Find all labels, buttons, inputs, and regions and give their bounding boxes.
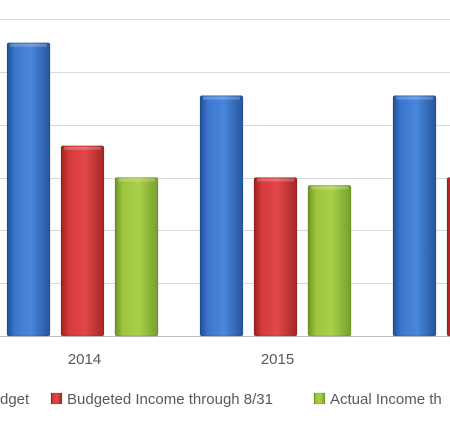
x-tick-label-0: 2014 <box>68 351 101 368</box>
legend-swatch-1 <box>50 392 63 405</box>
x-axis-tick-labels: 2014 2015 <box>68 351 294 368</box>
legend: dget Budgeted Income through 8/31 Actual I… <box>0 391 442 408</box>
legend-label-2: Actual Income th <box>330 391 442 408</box>
legend-label-1: Budgeted Income through 8/31 <box>67 391 273 408</box>
bar-highlight-series-2-cat-1 <box>311 186 348 190</box>
bar-highlight-series-1-cat-0 <box>64 146 101 150</box>
bar-highlight-series-0-cat-0 <box>10 43 47 47</box>
bar-series-0-cat-2 <box>392 95 437 337</box>
bar-series-2-cat-0 <box>114 177 159 337</box>
bar-series-1-cat-0 <box>60 145 105 337</box>
bar-highlight-series-1-cat-1 <box>257 178 294 182</box>
bar-series-1-cat-1 <box>253 177 298 337</box>
bar-series-2-cat-1 <box>307 185 352 337</box>
bar-highlight-series-0-cat-1 <box>203 96 240 100</box>
bar-series-1-cat-2 <box>446 177 450 337</box>
bar-highlight-series-2-cat-0 <box>118 178 155 182</box>
x-tick-label-1: 2015 <box>261 351 294 368</box>
legend-label-0: dget <box>0 391 30 408</box>
bar-series-0-cat-1 <box>199 95 244 337</box>
bar-series-0-cat-0 <box>6 42 51 337</box>
legend-swatch-2 <box>313 392 326 405</box>
bar-highlight-series-0-cat-2 <box>396 96 433 100</box>
bars <box>6 42 450 337</box>
